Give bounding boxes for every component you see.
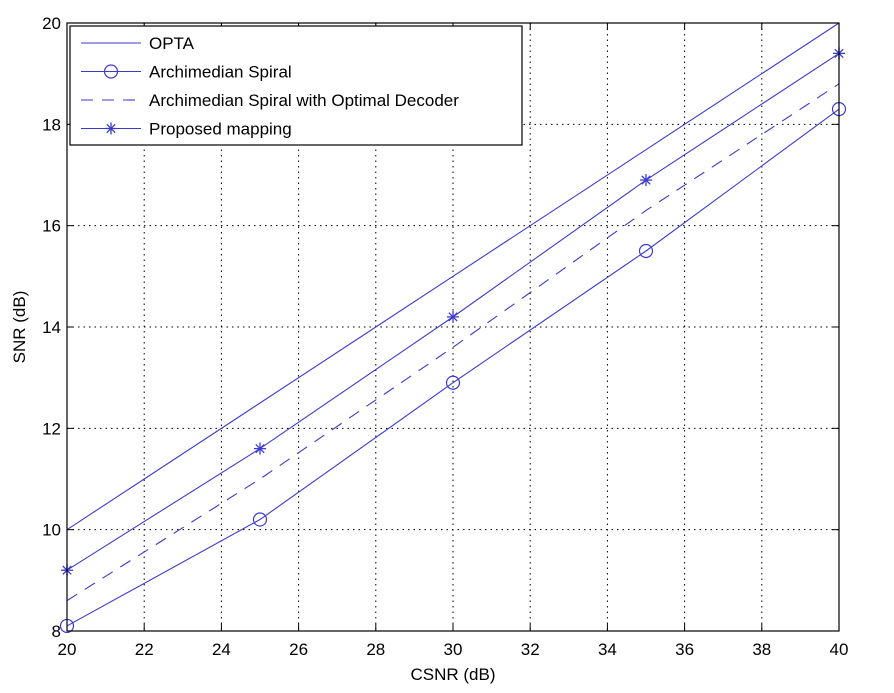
- circle-marker: [103, 64, 119, 79]
- legend: OPTA Archimedian Spiral Archimedian Spiral…: [69, 25, 523, 146]
- x-tick-label: 28: [366, 640, 385, 659]
- circle-marker: [252, 512, 268, 527]
- legend-label: Archimedian Spiral: [149, 63, 292, 82]
- circle-marker: [445, 375, 461, 390]
- legend-box: [69, 25, 523, 146]
- y-axis-label: SNR (dB): [10, 291, 29, 364]
- y-tick-label: 8: [52, 622, 61, 641]
- data-series: [59, 22, 847, 634]
- y-tick-label: 12: [42, 419, 61, 438]
- series-line: [66, 108, 840, 627]
- y-tick-label: 18: [42, 115, 61, 134]
- axis-ticks: 20 22 24 26 28 30 32 34 36 38 40 8 10 12 14 16 18 20: [42, 14, 848, 659]
- legend-label: Proposed mapping: [149, 120, 292, 139]
- x-axis-label: CSNR (dB): [410, 665, 495, 684]
- x-tick-label: 34: [598, 640, 617, 659]
- star-marker: [254, 442, 266, 455]
- x-tick-label: 24: [212, 640, 231, 659]
- x-tick-label: 36: [675, 640, 694, 659]
- y-tick-label: 14: [42, 318, 61, 337]
- x-tick-label: 20: [58, 640, 77, 659]
- x-tick-label: 32: [521, 640, 540, 659]
- x-tick-label: 26: [289, 640, 308, 659]
- legend-label: Archimedian Spiral with Optimal Decoder: [149, 91, 459, 110]
- y-tick-label: 20: [42, 14, 61, 33]
- legend-label: OPTA: [149, 34, 195, 53]
- series-line: [66, 83, 840, 602]
- x-tick-label: 30: [444, 640, 463, 659]
- series-line: [66, 22, 840, 531]
- star-marker: [640, 174, 652, 187]
- x-tick-label: 40: [830, 640, 849, 659]
- y-tick-label: 10: [42, 521, 61, 540]
- x-tick-label: 22: [135, 640, 154, 659]
- star-marker: [447, 310, 459, 323]
- y-tick-label: 16: [42, 217, 61, 236]
- star-marker: [105, 122, 117, 135]
- circle-marker: [638, 243, 654, 259]
- x-tick-label: 38: [752, 640, 771, 659]
